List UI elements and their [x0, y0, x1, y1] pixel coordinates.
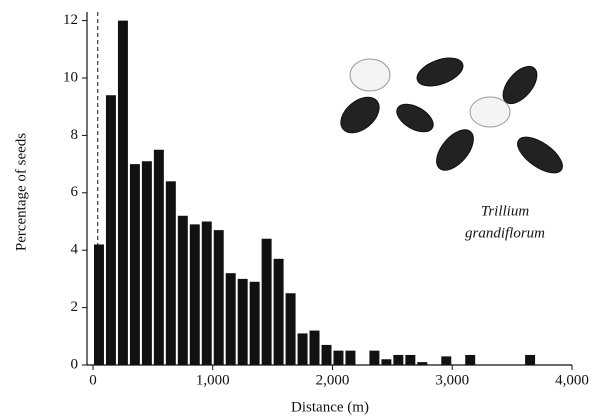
bar: [525, 354, 536, 365]
y-tick-label: 8: [71, 127, 79, 143]
bar: [177, 215, 188, 365]
bar: [165, 181, 176, 365]
bar: [153, 149, 164, 365]
plant-illustration: [340, 57, 563, 174]
bar: [381, 359, 392, 365]
y-tick-label: 4: [71, 242, 79, 258]
y-tick-label: 12: [63, 12, 78, 28]
bar: [93, 244, 104, 365]
y-tick-label: 6: [71, 184, 79, 200]
y-tick-label: 10: [63, 69, 78, 85]
bar: [417, 362, 428, 365]
bar: [345, 350, 356, 365]
bar: [405, 354, 416, 365]
y-tick-label: 2: [71, 299, 79, 315]
annotation: grandiflorum: [465, 225, 545, 241]
x-tick-label: 4,000: [555, 372, 589, 388]
annotation: Trillium: [481, 203, 530, 219]
x-tick-label: 3,000: [435, 372, 469, 388]
y-axis-label: Percentage of seeds: [13, 133, 29, 251]
x-tick-label: 0: [89, 372, 97, 388]
bar: [213, 230, 224, 365]
x-axis-label: Distance (m): [291, 399, 369, 415]
bar: [285, 293, 296, 365]
x-tick-label: 1,000: [196, 372, 230, 388]
x-tick-label: 2,000: [316, 372, 350, 388]
bar: [309, 330, 320, 365]
bar: [369, 350, 380, 365]
y-tick-label: 0: [71, 356, 79, 372]
bar: [321, 344, 332, 365]
bar: [105, 95, 116, 365]
bar: [333, 350, 344, 365]
bar: [465, 354, 476, 365]
bar: [225, 273, 236, 365]
bar: [249, 281, 260, 365]
bar: [297, 333, 308, 365]
bar: [237, 278, 248, 365]
bar: [261, 238, 272, 365]
bar: [141, 161, 152, 365]
bar: [117, 20, 128, 366]
bar: [273, 258, 284, 365]
bar: [393, 354, 404, 365]
bar: [129, 164, 140, 365]
bar: [189, 224, 200, 365]
bar: [441, 356, 452, 365]
bar: [201, 221, 212, 365]
